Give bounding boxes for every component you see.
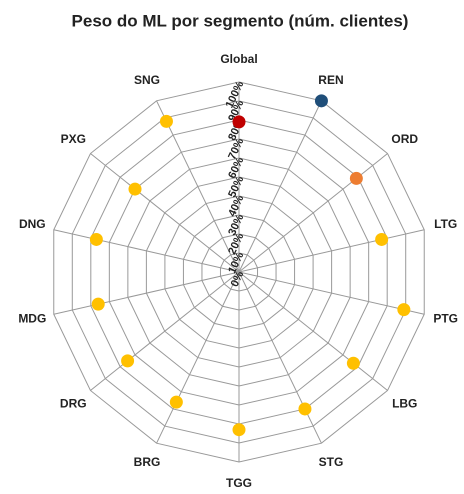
chart-title: Peso do ML por segmento (núm. clientes) <box>72 11 409 30</box>
category-label: BRG <box>134 455 161 469</box>
category-label: DRG <box>60 396 87 410</box>
marker <box>298 402 312 416</box>
category-label: LBG <box>392 396 417 410</box>
marker <box>232 115 246 129</box>
spoke <box>156 100 240 273</box>
marker <box>89 232 103 246</box>
spoke <box>238 229 425 273</box>
spoke <box>156 271 240 444</box>
category-label: PXG <box>61 132 86 146</box>
category-label: TGG <box>226 476 252 490</box>
marker <box>91 297 105 311</box>
spoke <box>53 229 240 273</box>
spoke <box>90 153 240 273</box>
spoke <box>238 100 322 273</box>
marker <box>128 182 142 196</box>
marker <box>121 354 135 368</box>
marker <box>314 94 328 108</box>
category-label: REN <box>318 73 343 87</box>
spoke <box>53 271 240 315</box>
category-label: LTG <box>434 217 457 231</box>
category-label: SNG <box>134 73 160 87</box>
category-label: ORD <box>391 132 418 146</box>
marker <box>346 356 360 370</box>
spoke <box>238 271 388 391</box>
marker <box>232 423 246 437</box>
marker <box>159 114 173 128</box>
spoke <box>90 271 240 391</box>
marker <box>169 395 183 409</box>
marker <box>397 303 411 317</box>
spoke <box>238 153 388 273</box>
marker <box>349 171 363 185</box>
category-label: MDG <box>18 311 46 325</box>
marker <box>375 232 389 246</box>
category-label: PTG <box>433 311 458 325</box>
category-label: DNG <box>19 217 46 231</box>
category-label: STG <box>319 455 344 469</box>
category-label: Global <box>220 52 257 66</box>
spoke <box>238 271 425 315</box>
